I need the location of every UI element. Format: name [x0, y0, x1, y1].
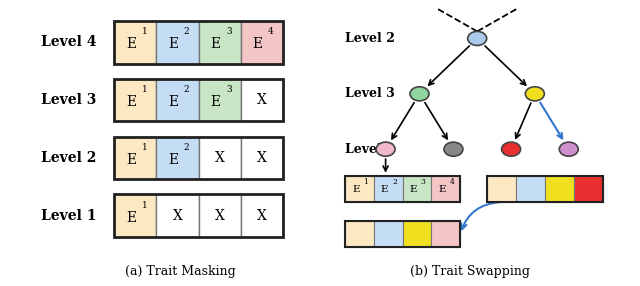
Text: E: E	[352, 185, 360, 194]
Text: X: X	[214, 209, 225, 223]
Text: E: E	[211, 37, 220, 51]
Circle shape	[376, 142, 395, 156]
Text: X: X	[173, 209, 182, 223]
Bar	[241, 194, 283, 237]
Bar	[431, 176, 460, 202]
Text: Level 3: Level 3	[41, 93, 96, 107]
Bar	[403, 221, 431, 247]
Bar	[345, 176, 374, 202]
Text: E: E	[438, 185, 446, 194]
Text: X: X	[257, 209, 267, 223]
Text: E: E	[126, 210, 136, 225]
Bar	[115, 194, 156, 237]
Bar	[198, 21, 241, 63]
Text: 1: 1	[141, 143, 147, 152]
Circle shape	[502, 142, 520, 156]
Text: 1: 1	[141, 201, 147, 210]
Text: Level 3: Level 3	[345, 87, 395, 100]
Text: 2: 2	[184, 85, 189, 94]
Text: 1: 1	[364, 178, 368, 186]
Bar	[488, 176, 603, 202]
Text: X: X	[214, 151, 225, 165]
Bar	[545, 176, 574, 202]
Bar	[115, 21, 283, 63]
Text: E: E	[211, 95, 220, 109]
Text: Level 1: Level 1	[41, 209, 96, 223]
Bar	[198, 194, 241, 237]
Bar	[345, 221, 460, 247]
Text: (b) Trait Swapping: (b) Trait Swapping	[410, 265, 531, 278]
Text: 1: 1	[141, 27, 147, 36]
Text: (a) Trait Masking: (a) Trait Masking	[125, 265, 236, 278]
Bar	[115, 137, 156, 179]
Bar	[198, 137, 241, 179]
Bar	[516, 176, 545, 202]
Circle shape	[444, 142, 463, 156]
Circle shape	[468, 31, 486, 45]
Bar	[241, 79, 283, 122]
Bar	[345, 176, 460, 202]
Text: E: E	[126, 153, 136, 167]
Bar	[115, 79, 156, 122]
Text: E: E	[410, 185, 417, 194]
Text: Level 2: Level 2	[41, 151, 96, 165]
Circle shape	[525, 87, 545, 101]
Text: E: E	[168, 37, 179, 51]
Bar	[156, 79, 198, 122]
Bar	[115, 79, 283, 122]
Bar	[374, 176, 403, 202]
Text: E: E	[252, 37, 262, 51]
Text: X: X	[257, 93, 267, 107]
Text: X: X	[257, 151, 267, 165]
Text: 4: 4	[268, 27, 274, 36]
Bar	[345, 221, 374, 247]
Bar	[198, 79, 241, 122]
Text: 2: 2	[184, 143, 189, 152]
Bar	[156, 194, 198, 237]
Bar	[115, 194, 283, 237]
Text: 3: 3	[226, 27, 232, 36]
Bar	[241, 137, 283, 179]
Text: 2: 2	[184, 27, 189, 36]
Text: E: E	[126, 37, 136, 51]
Circle shape	[559, 142, 579, 156]
Bar	[115, 21, 156, 63]
Bar	[115, 137, 283, 179]
Text: Level 4: Level 4	[345, 143, 395, 156]
Text: E: E	[168, 95, 179, 109]
Text: E: E	[168, 153, 179, 167]
Bar	[156, 137, 198, 179]
Bar	[574, 176, 603, 202]
Text: E: E	[126, 95, 136, 109]
Text: 4: 4	[450, 178, 454, 186]
Bar	[156, 21, 198, 63]
Text: 1: 1	[141, 85, 147, 94]
Bar	[403, 176, 431, 202]
Bar	[374, 221, 403, 247]
Circle shape	[410, 87, 429, 101]
Bar	[488, 176, 516, 202]
Text: 3: 3	[226, 85, 232, 94]
Text: Level 2: Level 2	[345, 32, 395, 45]
Text: 3: 3	[421, 178, 426, 186]
Bar	[241, 21, 283, 63]
Text: 2: 2	[392, 178, 397, 186]
Bar	[431, 221, 460, 247]
Text: E: E	[381, 185, 388, 194]
Text: Level 4: Level 4	[41, 35, 96, 49]
